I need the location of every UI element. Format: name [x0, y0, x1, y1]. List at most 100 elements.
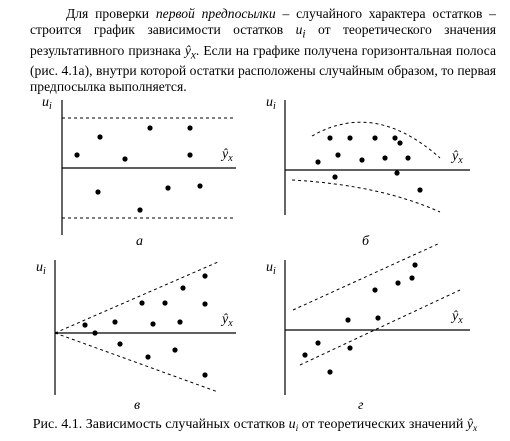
text: x [190, 49, 196, 62]
text: . Если на графике получена горизонтальна… [30, 42, 496, 95]
y-label: ui [266, 260, 276, 277]
dot [315, 340, 321, 346]
dot [372, 135, 378, 141]
text: ŷ [450, 149, 459, 164]
dot [372, 287, 378, 293]
band-line [299, 289, 461, 366]
panel-label: в [134, 398, 140, 413]
dot [95, 189, 101, 195]
band-line [311, 121, 441, 159]
dot [187, 152, 193, 158]
dots [302, 262, 418, 375]
text: i [43, 266, 46, 277]
text: – случайного характера остатков – строит… [30, 6, 496, 37]
dot [122, 156, 128, 162]
dot [347, 345, 353, 351]
text: ŷ [184, 42, 191, 58]
dot [315, 159, 321, 165]
text: i [273, 266, 276, 277]
dot [405, 155, 411, 161]
text: Рис. 4.1. Зависимость случайных остатков [33, 417, 289, 432]
dot [382, 155, 388, 161]
y-label: ui [266, 95, 276, 112]
text: x [457, 315, 463, 326]
panel-label: г [358, 398, 364, 413]
dot [397, 140, 403, 146]
band-line [291, 179, 441, 213]
dot [345, 317, 351, 323]
dot [97, 134, 103, 140]
dot [117, 341, 123, 347]
x-label: ŷx [220, 147, 233, 164]
band-line [54, 332, 219, 393]
text: u [266, 95, 273, 110]
dot [139, 300, 145, 306]
text: ŷ [220, 147, 229, 162]
text: первой предпосылки [155, 6, 276, 21]
dot [187, 125, 193, 131]
text: x [227, 153, 233, 164]
text: ŷ [465, 417, 474, 432]
text: от теоретических значений [298, 417, 467, 432]
dot [412, 262, 418, 268]
dot [395, 280, 401, 286]
text: ŷ [450, 309, 459, 324]
panel-label: а [136, 234, 143, 249]
dot [177, 319, 183, 325]
text: u [266, 260, 273, 275]
paragraph: Для проверки первой предпосылки – случай… [30, 6, 496, 95]
text: ŷ [220, 312, 229, 327]
text: u [42, 95, 49, 110]
dot [394, 170, 400, 176]
text: x [457, 155, 463, 166]
text: u [289, 417, 296, 432]
dot [165, 185, 171, 191]
x-label: ŷx [450, 309, 463, 326]
dots [315, 135, 423, 193]
text: Для проверки [66, 6, 156, 21]
y-label: ui [42, 95, 52, 112]
x-label: ŷx [450, 149, 463, 166]
dot [202, 372, 208, 378]
x-label: ŷx [220, 312, 233, 329]
dots [74, 125, 203, 213]
y-label: ui [36, 260, 46, 277]
dot [197, 183, 203, 189]
panel: ui ŷx б [266, 95, 470, 249]
dot [327, 135, 333, 141]
band-line [54, 261, 219, 334]
text: i [302, 28, 306, 41]
band-line [292, 242, 441, 311]
dot [145, 354, 151, 360]
dot [180, 285, 186, 291]
dot [375, 315, 381, 321]
dot [150, 321, 156, 327]
dot [202, 273, 208, 279]
dot [202, 301, 208, 307]
dot [335, 152, 341, 158]
dots [82, 273, 208, 378]
dot [147, 125, 153, 131]
dot [359, 157, 365, 163]
dot [417, 187, 423, 193]
text: i [49, 101, 52, 112]
panel: ui ŷx в [36, 260, 236, 413]
dot [74, 152, 80, 158]
dot [172, 347, 178, 353]
panel: ui ŷx а [42, 95, 236, 249]
dot [347, 135, 353, 141]
dot [92, 330, 98, 336]
panel: ui ŷx г [266, 242, 470, 413]
panel-label: б [362, 234, 370, 249]
caption: Рис. 4.1. Зависимость случайных остатков… [33, 417, 478, 434]
dot [332, 174, 338, 180]
dot [162, 300, 168, 306]
text: x [472, 424, 478, 434]
text: u [295, 22, 303, 37]
dot [302, 352, 308, 358]
dot [82, 322, 88, 328]
dot [112, 319, 118, 325]
